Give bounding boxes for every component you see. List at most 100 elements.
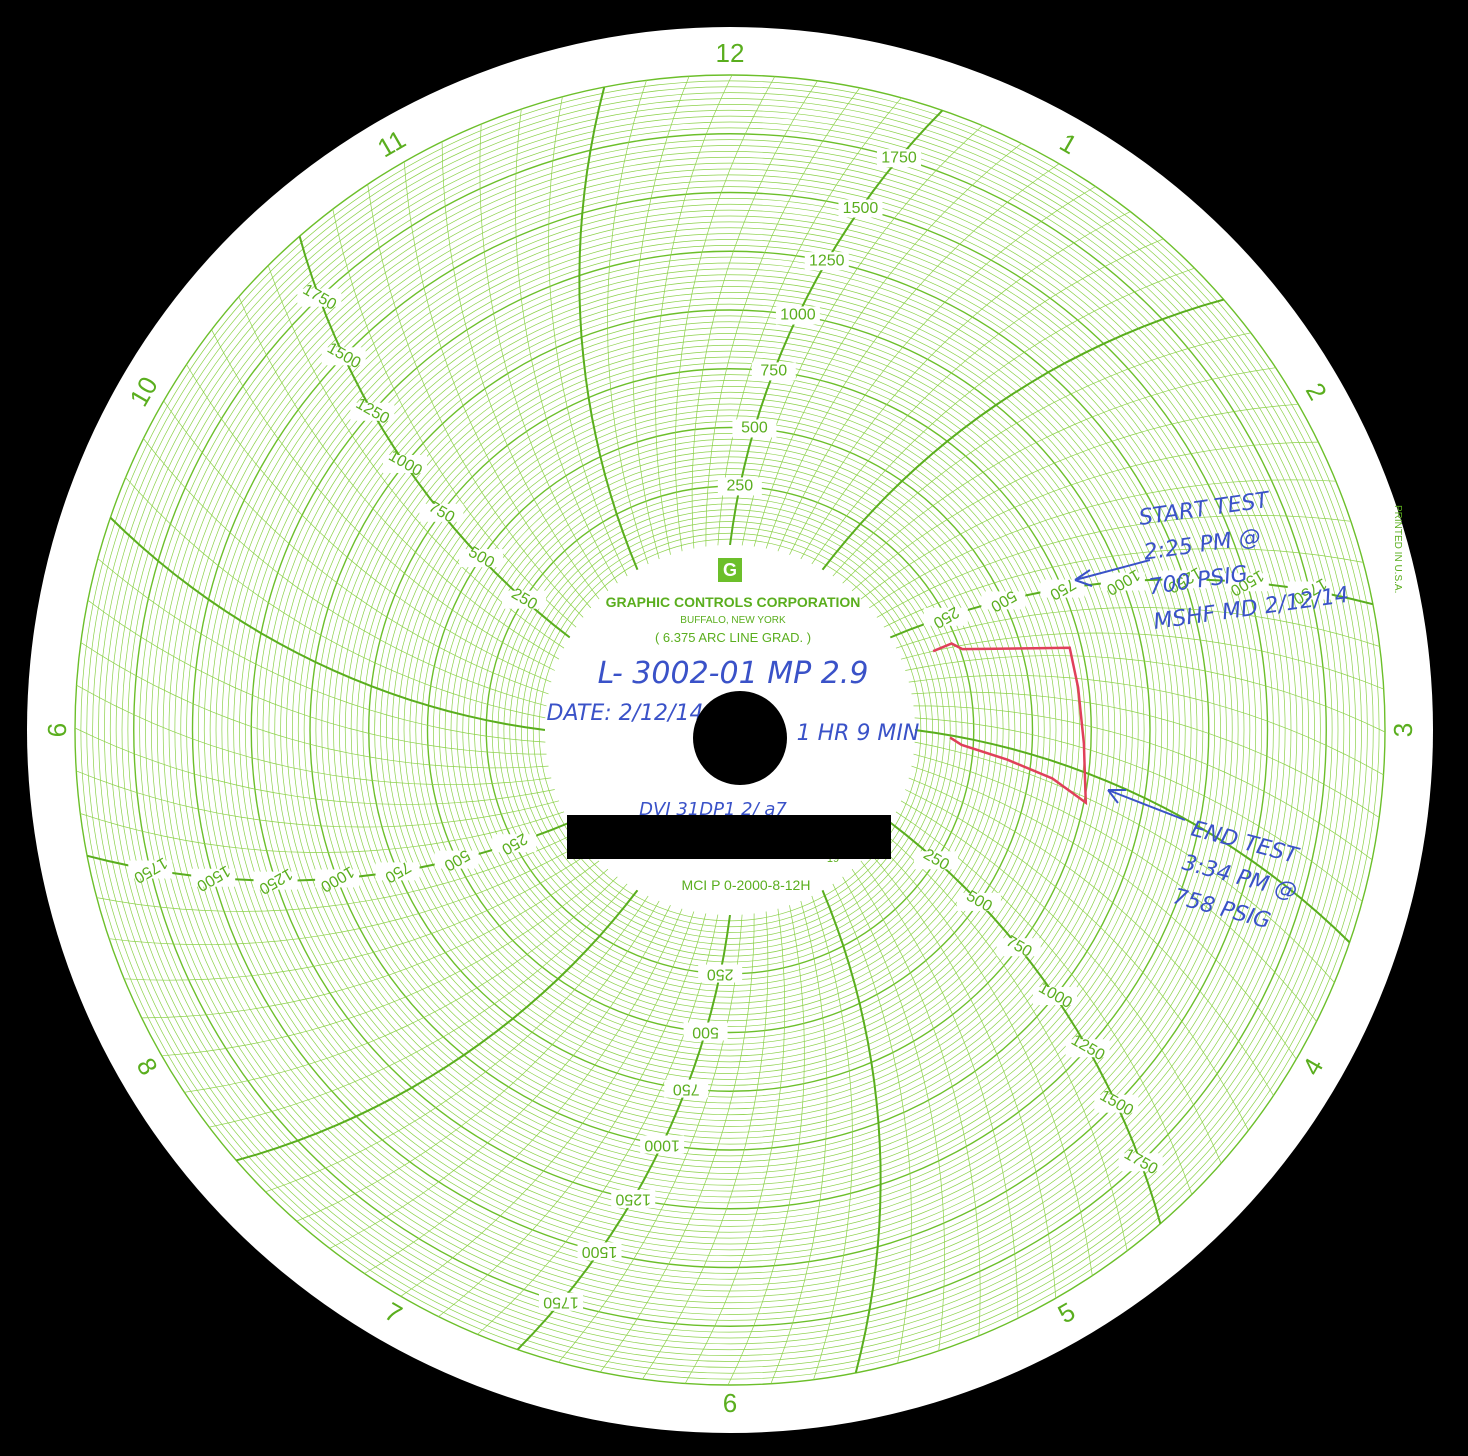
minor-arc-line	[860, 441, 1319, 600]
minor-arc-line	[143, 438, 547, 707]
minor-ring	[280, 280, 1180, 1180]
scale-label: 500	[741, 420, 768, 437]
minor-ring	[438, 438, 1022, 1022]
manufacturer-name: GRAPHIC CONTROLS CORPORATION	[606, 594, 861, 610]
graduation-text: ( 6.375 ARC LINE GRAD. )	[655, 630, 811, 645]
scale-label-bg	[877, 149, 922, 168]
minor-arc-line	[76, 684, 552, 786]
minor-ring	[415, 415, 1045, 1045]
minor-arc-line	[674, 76, 776, 552]
minor-ring	[521, 521, 939, 939]
minor-arc-line	[832, 332, 1251, 577]
scale-label: 1500	[843, 200, 879, 217]
major-ring	[74, 74, 1386, 1386]
minor-arc-line	[163, 400, 549, 695]
minor-arc-line	[558, 914, 743, 1363]
minor-arc-line	[479, 124, 609, 592]
minor-arc-line	[141, 860, 600, 1019]
minor-ring	[156, 156, 1304, 1304]
minor-ring	[403, 403, 1057, 1057]
minor-arc-line	[400, 911, 695, 1297]
scale-label: 250	[726, 478, 753, 495]
redaction-bar	[567, 815, 891, 859]
scale-label-bg	[923, 607, 968, 626]
minor-arc-line	[883, 548, 1364, 628]
minor-arc-line	[851, 868, 981, 1336]
major-ring	[133, 133, 1327, 1327]
minor-arc-line	[895, 811, 1193, 1195]
minor-ring	[297, 297, 1163, 1163]
minor-arc-line	[655, 74, 733, 555]
scale-label-bg	[191, 868, 236, 887]
start-arrow-icon	[1074, 559, 1151, 587]
minor-ring	[80, 80, 1380, 1380]
scale-label-bg	[321, 347, 366, 366]
minor-ring	[362, 362, 1098, 1098]
scale-label-bg	[375, 862, 420, 881]
minor-ring	[186, 186, 1274, 1274]
handwritten-id: L- 3002-01 MP 2.9	[598, 656, 869, 691]
minor-arc-line	[765, 163, 1060, 549]
minor-ring	[239, 239, 1221, 1221]
minor-ring	[315, 315, 1145, 1145]
scale-label-bg	[683, 1022, 728, 1041]
minor-arc-line	[403, 161, 592, 609]
hour-arc-line	[821, 298, 1225, 571]
scale-label-bg	[1224, 573, 1269, 592]
minor-ring	[321, 321, 1139, 1139]
minor-arc-line	[753, 143, 1022, 547]
scale-label-bg	[1040, 579, 1085, 598]
radial-scale-labels: 250 500 750 1000 1250 1500 1750 250 500 750 1000 12…	[128, 149, 1332, 1311]
minor-ring	[350, 350, 1110, 1110]
end-arrow-icon	[1107, 789, 1186, 821]
printed-text: PRINTED IN U.S.A.	[1392, 505, 1403, 593]
minor-ring	[145, 145, 1315, 1315]
hour-label: 3	[1388, 723, 1418, 737]
minor-ring	[274, 274, 1186, 1186]
minor-ring	[221, 221, 1239, 1239]
minor-arc-line	[607, 80, 649, 565]
minor-ring	[339, 339, 1121, 1121]
minor-ring	[380, 380, 1080, 1080]
minor-ring	[327, 327, 1133, 1133]
minor-ring	[503, 503, 957, 957]
minor-arc-line	[913, 753, 1317, 1022]
scale-label: 750	[760, 363, 787, 380]
minor-arc-line	[741, 125, 983, 546]
scale-label-bg	[459, 549, 504, 568]
minor-ring	[421, 421, 1039, 1039]
minor-ring	[174, 174, 1286, 1286]
minor-arc-line	[900, 800, 1222, 1164]
minor-arc-line	[76, 770, 560, 828]
minor-ring	[409, 409, 1051, 1051]
scale-label-bg	[1118, 1153, 1163, 1172]
minor-ring	[303, 303, 1157, 1157]
hour-label: 12	[716, 38, 745, 68]
scale-label-bg	[956, 892, 1001, 911]
scale-label-bg	[501, 590, 546, 609]
minor-arc-line	[717, 97, 902, 546]
major-ring	[426, 426, 1034, 1034]
minor-arc-line	[876, 842, 1093, 1276]
scale-label-bg	[128, 860, 173, 879]
minor-ring	[433, 433, 1027, 1027]
scale-label-bg	[611, 1189, 656, 1208]
minor-arc-line	[908, 777, 1274, 1096]
scale-label: 1000	[780, 307, 816, 324]
scale-label-bg	[838, 199, 883, 218]
minor-arc-line	[914, 717, 1363, 902]
pressure-trace	[932, 642, 1088, 806]
hour-label: 9	[42, 723, 72, 737]
scale-label: 500	[692, 1023, 719, 1040]
scale-label-bg	[914, 851, 959, 870]
handwritten-duration: 1 HR 9 MIN	[797, 721, 920, 746]
scale-label-bg	[315, 869, 360, 888]
minor-ring	[386, 386, 1074, 1074]
minor-arc-line	[883, 832, 1128, 1251]
scale-label-bg	[253, 871, 298, 890]
scale-label: 1000	[644, 1136, 680, 1153]
minor-arc-line	[908, 674, 1384, 776]
minor-arc-line	[477, 914, 719, 1335]
minor-ring	[92, 92, 1368, 1368]
minor-ring	[444, 444, 1016, 1016]
